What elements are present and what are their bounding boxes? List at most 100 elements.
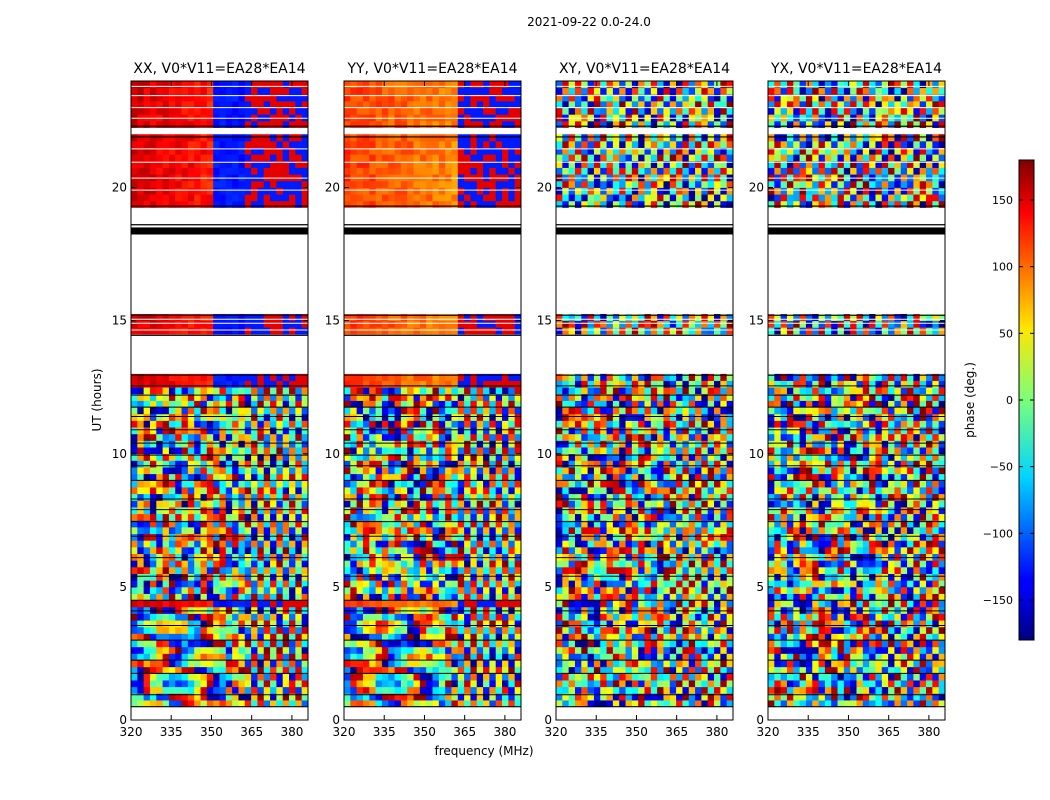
heatmap-cell bbox=[407, 453, 414, 461]
heatmap-cell bbox=[137, 100, 145, 109]
heatmap-cell bbox=[175, 147, 182, 155]
heatmap-cell bbox=[426, 693, 433, 701]
heatmap-cell bbox=[200, 460, 208, 468]
heatmap-cell bbox=[270, 407, 277, 415]
heatmap-cell bbox=[263, 81, 271, 89]
heatmap-cell bbox=[445, 154, 452, 162]
heatmap-cell bbox=[219, 693, 227, 701]
heatmap-cell bbox=[457, 154, 465, 162]
heatmap-cell bbox=[131, 87, 138, 95]
heatmap-cell bbox=[470, 693, 478, 701]
heatmap-cell bbox=[156, 413, 164, 421]
heatmap-cell bbox=[470, 94, 478, 102]
heatmap-cell bbox=[282, 593, 290, 601]
heatmap-cell bbox=[426, 327, 433, 335]
heatmap-cell bbox=[495, 693, 503, 701]
heatmap-cell bbox=[457, 600, 465, 608]
heatmap-cell bbox=[388, 467, 395, 475]
heatmap-cell bbox=[502, 653, 509, 661]
heatmap-cell bbox=[600, 600, 607, 608]
heatmap-cell bbox=[219, 393, 227, 401]
x-tick-label: 335 bbox=[373, 725, 396, 739]
heatmap-cell bbox=[270, 600, 277, 608]
heatmap-cell bbox=[514, 154, 522, 162]
heatmap-cell bbox=[263, 693, 271, 701]
heatmap-cell bbox=[714, 613, 721, 621]
heatmap-cell bbox=[276, 160, 284, 168]
heatmap-cell bbox=[362, 593, 370, 601]
heatmap-cell bbox=[344, 180, 351, 188]
heatmap-cell bbox=[682, 566, 690, 574]
heatmap-cell bbox=[225, 320, 233, 328]
heatmap-cell bbox=[175, 140, 182, 148]
heatmap-cell bbox=[407, 480, 414, 488]
heatmap-cell bbox=[457, 140, 465, 148]
heatmap-cell bbox=[225, 187, 233, 195]
heatmap-cell bbox=[502, 227, 509, 235]
heatmap-cell bbox=[289, 660, 296, 668]
heatmap-cell bbox=[650, 693, 658, 701]
heatmap-cell bbox=[688, 673, 696, 681]
heatmap-cell bbox=[568, 593, 576, 601]
heatmap-cell bbox=[301, 154, 309, 162]
heatmap-cell bbox=[464, 666, 471, 674]
y-tick-label: 15 bbox=[112, 314, 127, 328]
heatmap-cell bbox=[375, 94, 383, 102]
heatmap-cell bbox=[282, 227, 290, 235]
heatmap-cell bbox=[476, 200, 484, 208]
heatmap-cell bbox=[470, 387, 478, 395]
heatmap-cell bbox=[362, 147, 370, 155]
heatmap-cell bbox=[149, 613, 157, 621]
heatmap-cell bbox=[156, 154, 164, 162]
heatmap-cell bbox=[194, 320, 201, 328]
heatmap-cell bbox=[625, 633, 633, 641]
heatmap-cell bbox=[289, 686, 296, 694]
heatmap-cell bbox=[657, 580, 664, 588]
heatmap-cell bbox=[574, 680, 582, 688]
heatmap-cell bbox=[657, 633, 664, 641]
heatmap-cell bbox=[194, 373, 201, 381]
heatmap-cell bbox=[556, 680, 563, 688]
heatmap-cell bbox=[606, 560, 614, 568]
heatmap-cell bbox=[600, 573, 607, 581]
heatmap-cell bbox=[356, 200, 364, 208]
heatmap-cell bbox=[251, 120, 258, 128]
heatmap-cell bbox=[257, 180, 265, 188]
heatmap-cell bbox=[470, 400, 478, 408]
heatmap-cell bbox=[295, 586, 303, 594]
heatmap-cell bbox=[375, 400, 383, 408]
heatmap-cell bbox=[362, 520, 370, 528]
heatmap-cell bbox=[574, 620, 582, 628]
heatmap-cell bbox=[669, 666, 677, 674]
heatmap-cell bbox=[695, 660, 702, 668]
heatmap-cell bbox=[175, 120, 182, 128]
heatmap-cell bbox=[426, 81, 433, 89]
heatmap-cell bbox=[206, 140, 214, 148]
heatmap-cell bbox=[574, 633, 582, 641]
heatmap-cell bbox=[426, 180, 433, 188]
heatmap-cell bbox=[600, 620, 607, 628]
heatmap-cell bbox=[131, 586, 138, 594]
heatmap-cell bbox=[369, 453, 377, 461]
heatmap-cell bbox=[168, 320, 176, 328]
heatmap-cell bbox=[350, 87, 358, 95]
heatmap-cell bbox=[282, 94, 290, 102]
heatmap-cell bbox=[419, 94, 427, 102]
heatmap-cell bbox=[251, 134, 258, 142]
heatmap-cell bbox=[168, 626, 176, 634]
heatmap-cell bbox=[137, 467, 145, 475]
heatmap-cell bbox=[244, 413, 252, 421]
heatmap-cell bbox=[657, 700, 664, 708]
heatmap-cell bbox=[244, 646, 252, 654]
heatmap-cell bbox=[131, 500, 138, 508]
heatmap-cell bbox=[194, 560, 201, 568]
heatmap-cell bbox=[495, 380, 503, 388]
heatmap-cell bbox=[257, 87, 265, 95]
heatmap-cell bbox=[175, 440, 182, 448]
heatmap-cell bbox=[270, 467, 277, 475]
heatmap-cell bbox=[187, 187, 195, 195]
heatmap-cell bbox=[168, 160, 176, 168]
heatmap-cell bbox=[432, 87, 440, 95]
heatmap-cell bbox=[476, 526, 484, 535]
heatmap-cell bbox=[562, 580, 570, 588]
